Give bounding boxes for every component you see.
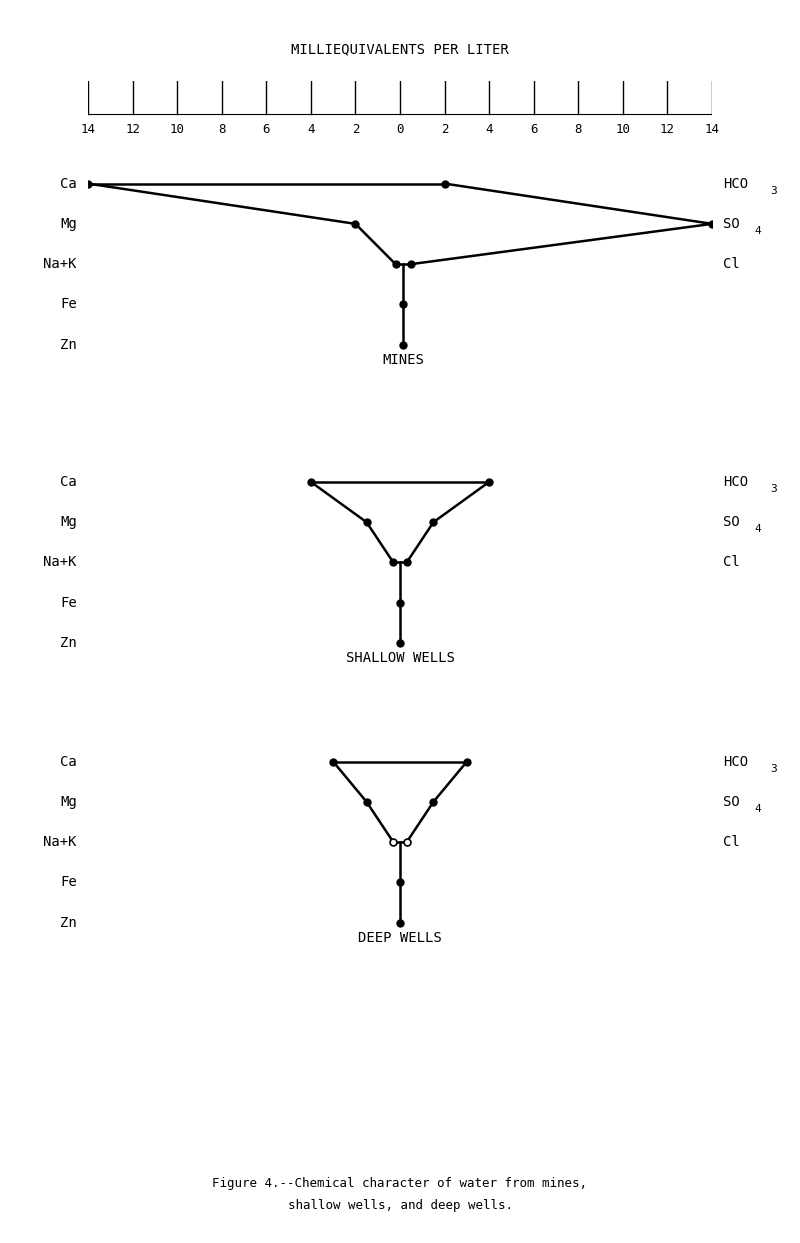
Text: 4: 4 — [307, 123, 314, 135]
Text: DEEP WELLS: DEEP WELLS — [358, 931, 442, 945]
Text: SO: SO — [723, 794, 740, 809]
Text: Na+K: Na+K — [43, 556, 77, 569]
Text: shallow wells, and deep wells.: shallow wells, and deep wells. — [287, 1199, 513, 1212]
Text: 14: 14 — [81, 123, 95, 135]
Text: Zn: Zn — [60, 636, 77, 650]
Text: SHALLOW WELLS: SHALLOW WELLS — [346, 651, 454, 665]
Text: Figure 4.--Chemical character of water from mines,: Figure 4.--Chemical character of water f… — [213, 1177, 587, 1190]
Text: Zn: Zn — [60, 916, 77, 930]
Text: MILLIEQUIVALENTS PER LITER: MILLIEQUIVALENTS PER LITER — [291, 42, 509, 57]
Text: Ca: Ca — [60, 177, 77, 190]
Text: 4: 4 — [486, 123, 493, 135]
Text: Ca: Ca — [60, 475, 77, 488]
Text: Cl: Cl — [723, 257, 740, 271]
Text: 4: 4 — [754, 226, 761, 236]
Text: Na+K: Na+K — [43, 835, 77, 849]
Text: 10: 10 — [170, 123, 185, 135]
Text: Fe: Fe — [60, 875, 77, 890]
Text: 2: 2 — [441, 123, 448, 135]
Text: 3: 3 — [770, 763, 777, 774]
Text: 10: 10 — [615, 123, 630, 135]
Text: 14: 14 — [705, 123, 719, 135]
Text: Cl: Cl — [723, 835, 740, 849]
Text: 12: 12 — [125, 123, 140, 135]
Text: 4: 4 — [754, 525, 761, 534]
Text: 12: 12 — [660, 123, 675, 135]
Text: HCO: HCO — [723, 475, 748, 488]
Text: MINES: MINES — [382, 353, 424, 367]
Text: Fe: Fe — [60, 595, 77, 610]
Text: Na+K: Na+K — [43, 257, 77, 271]
Text: 3: 3 — [770, 185, 777, 196]
Text: 3: 3 — [770, 484, 777, 495]
Text: Mg: Mg — [60, 794, 77, 809]
Text: 0: 0 — [396, 123, 404, 135]
Text: HCO: HCO — [723, 755, 748, 768]
Text: Mg: Mg — [60, 216, 77, 231]
Text: 8: 8 — [218, 123, 226, 135]
Text: Ca: Ca — [60, 755, 77, 768]
Text: 6: 6 — [262, 123, 270, 135]
Text: Cl: Cl — [723, 556, 740, 569]
Text: 2: 2 — [352, 123, 359, 135]
Text: SO: SO — [723, 216, 740, 231]
Text: HCO: HCO — [723, 177, 748, 190]
Text: 6: 6 — [530, 123, 538, 135]
Text: Mg: Mg — [60, 515, 77, 530]
Text: Fe: Fe — [60, 297, 77, 312]
Text: Zn: Zn — [60, 338, 77, 352]
Text: 4: 4 — [754, 804, 761, 814]
Text: SO: SO — [723, 515, 740, 530]
Text: 8: 8 — [574, 123, 582, 135]
